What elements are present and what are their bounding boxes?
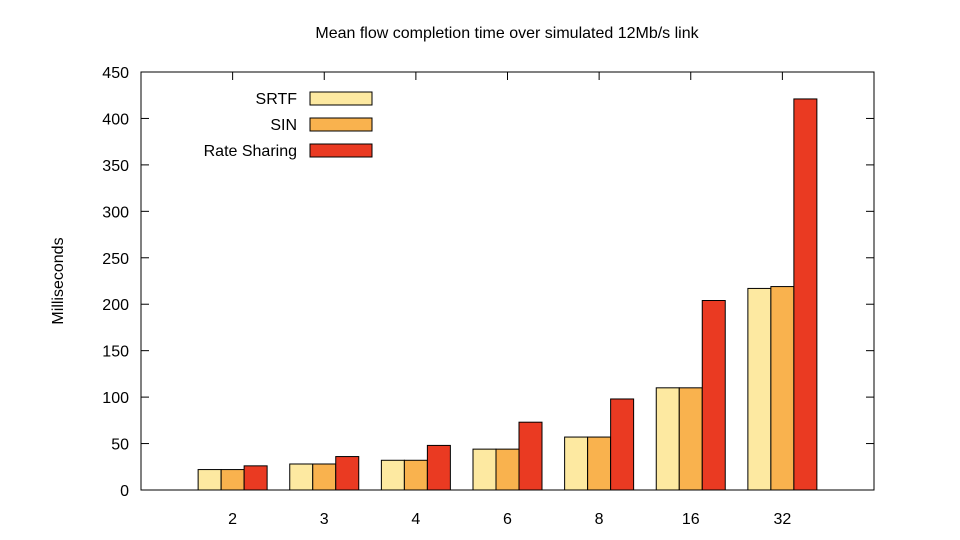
bar-sin [587, 436, 612, 491]
legend-label: Rate Sharing [204, 143, 297, 160]
x-tick-label: 16 [682, 511, 700, 528]
y-tick-label: 0 [120, 483, 129, 500]
y-tick-label: 300 [102, 204, 129, 221]
y-tick-label: 400 [102, 111, 129, 128]
bar-rate-sharing [518, 421, 543, 491]
bar-rate-sharing [243, 465, 268, 491]
legend: SRTF SIN Rate Sharing [204, 91, 373, 160]
x-tick-label: 6 [503, 511, 512, 528]
bar-rate-sharing [610, 398, 635, 491]
legend-swatch [309, 143, 373, 158]
x-tick-label: 32 [773, 511, 791, 528]
bar-srtf [472, 448, 497, 491]
bar-sin [770, 286, 795, 491]
bar-rate-sharing [426, 444, 451, 491]
bar-sin [678, 387, 703, 491]
y-tick-label: 450 [102, 65, 129, 82]
bar-sin [220, 469, 245, 491]
bar-rate-sharing [701, 300, 726, 491]
bars [197, 98, 818, 491]
plot-frame [140, 71, 875, 491]
bar-srtf [289, 463, 314, 491]
y-axis-label: Milliseconds [50, 237, 67, 324]
bar-srtf [747, 287, 772, 491]
chart-title: Mean flow completion time over simulated… [315, 25, 699, 42]
x-tick-label: 3 [320, 511, 329, 528]
y-tick-label: 100 [102, 390, 129, 407]
axis-ticks: 0 50 100 150 200 250 300 350 400 450 2 3 4 6 8 16 32 [102, 65, 874, 528]
y-tick-label: 150 [102, 344, 129, 361]
x-tick-label: 8 [595, 511, 604, 528]
bar-srtf [564, 436, 589, 491]
y-tick-label: 250 [102, 251, 129, 268]
bar-rate-sharing [793, 98, 818, 491]
bar-srtf [380, 459, 405, 491]
bar-srtf [655, 387, 680, 491]
y-tick-label: 50 [111, 437, 129, 454]
legend-label: SRTF [256, 91, 298, 108]
legend-label: SIN [270, 117, 297, 134]
legend-swatch [309, 117, 373, 132]
y-tick-label: 200 [102, 297, 129, 314]
x-tick-label: 4 [411, 511, 420, 528]
bar-sin [403, 459, 428, 491]
legend-swatch [309, 91, 373, 106]
y-tick-label: 350 [102, 158, 129, 175]
bar-sin [495, 448, 520, 491]
x-tick-label: 2 [228, 511, 237, 528]
bar-rate-sharing [335, 456, 360, 491]
bar-sin [312, 463, 337, 491]
bar-srtf [197, 469, 222, 491]
